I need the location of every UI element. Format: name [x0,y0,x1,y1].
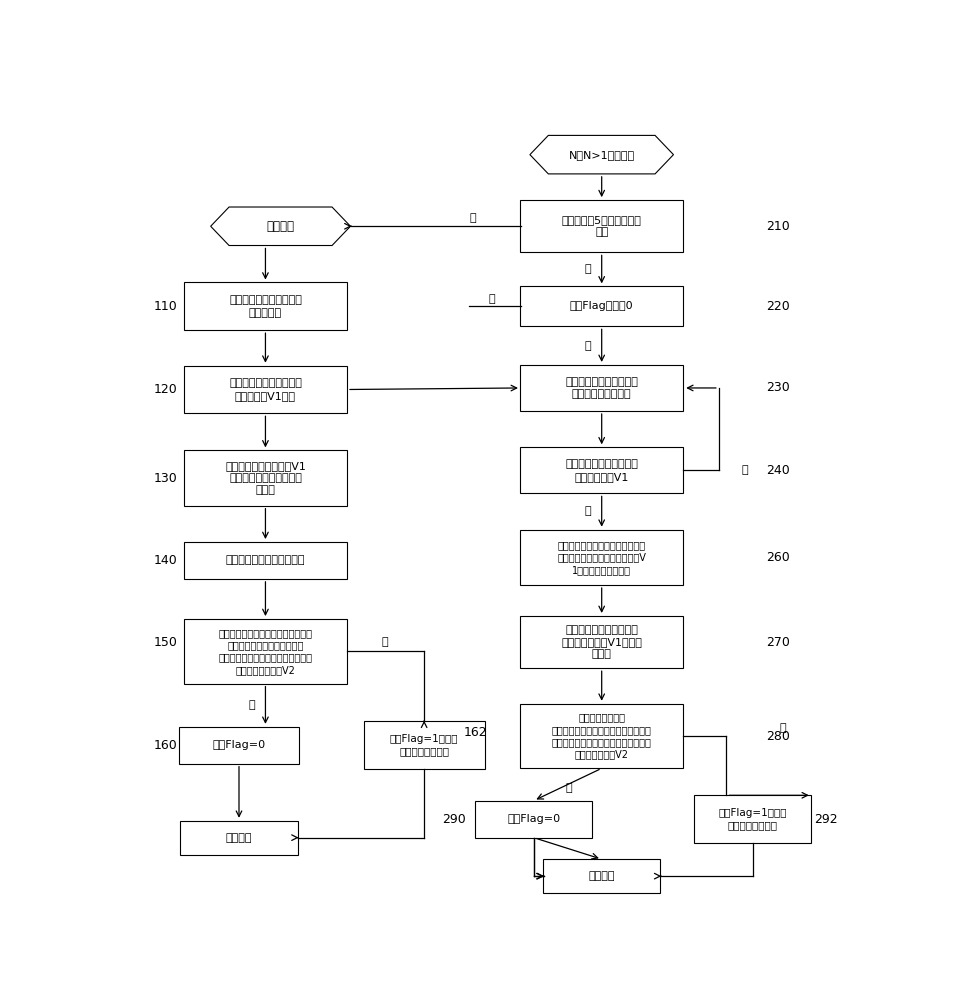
Bar [521,616,682,668]
Text: 是: 是 [470,213,477,223]
Text: N（N>1）次充电: N（N>1）次充电 [568,150,635,160]
Text: 270: 270 [765,636,790,649]
Bar [184,366,347,413]
Text: 230: 230 [766,381,790,394]
Text: 是: 是 [249,700,255,710]
Text: 220: 220 [766,300,790,313]
Text: 检测是否有单体电池的电
压达到设定值V1: 检测是否有单体电池的电 压达到设定值V1 [566,459,638,482]
Polygon shape [211,207,350,246]
Text: 否: 否 [585,264,592,274]
Bar [694,795,811,843]
Bar [364,721,485,769]
Text: 停止根据记录的单体电池号对单体
电池进行的均衡，对达到设定值V
1的单体电池进行均衡: 停止根据记录的单体电池号对单体 电池进行的均衡，对达到设定值V 1的单体电池进行… [558,540,646,575]
Text: 否: 否 [741,465,748,475]
Text: 否: 否 [488,294,495,304]
Text: 充电结束: 充电结束 [589,871,615,881]
Text: 210: 210 [766,220,790,233]
Text: 设置Flag=1，删除
记录的单体电池号: 设置Flag=1，删除 记录的单体电池号 [390,734,458,756]
Text: 设置Flag=0: 设置Flag=0 [213,740,265,750]
Bar [521,704,682,768]
Text: 290: 290 [443,813,466,826]
Text: 删除记录的单体电池号，
记录达到设定值V1的单体
电池号: 删除记录的单体电池号， 记录达到设定值V1的单体 电池号 [562,625,643,659]
Text: 记录进行均衡的单体电池号: 记录进行均衡的单体电池号 [225,555,305,565]
Text: 280: 280 [765,730,790,742]
Text: 对在大于或等于设定值V1
范围内的单体电池进行电
压均衡: 对在大于或等于设定值V1 范围内的单体电池进行电 压均衡 [225,461,306,495]
Text: 130: 130 [154,472,177,485]
Text: 首次充电截止时，检测所述电池组中
若干个单体电池的电压，判断
所检测的所述若干个单体电池的电压
是否均大于设定值V2: 首次充电截止时，检测所述电池组中 若干个单体电池的电压，判断 所检测的所述若干个… [218,628,312,675]
Bar [521,365,682,411]
Bar [543,859,660,893]
Text: 是: 是 [566,783,572,793]
Bar [521,286,682,326]
Text: 292: 292 [814,813,838,826]
Text: 充电截止时，检测
电池组中若干个单体电池的电压，判断
所检测的所述若干个单体电池的电压是
否均大于设定值V2: 充电截止时，检测 电池组中若干个单体电池的电压，判断 所检测的所述若干个单体电池… [552,712,651,760]
Bar [178,727,299,764]
Text: 160: 160 [154,739,177,752]
Bar [521,447,682,493]
Text: 140: 140 [154,554,177,567]
Text: 是: 是 [585,341,592,351]
Text: 260: 260 [766,551,790,564]
Text: 检测电池组中若干个单体
电池的电压: 检测电池组中若干个单体 电池的电压 [229,295,302,318]
Bar [180,821,297,855]
Polygon shape [530,135,674,174]
Bar [521,530,682,585]
Bar [184,450,347,506]
Text: 设置Flag=0: 设置Flag=0 [507,814,561,824]
Text: 240: 240 [766,464,790,477]
Text: 否: 否 [381,637,388,647]
Bar [184,282,347,330]
Text: 162: 162 [464,726,488,739]
Text: 设置Flag=1，删除
记录的单体电池号: 设置Flag=1，删除 记录的单体电池号 [719,808,787,830]
Text: 150: 150 [154,636,177,649]
Text: 120: 120 [154,383,177,396]
Bar [475,801,592,838]
Text: 检测Flag是否为0: 检测Flag是否为0 [569,301,634,311]
Text: 是: 是 [585,506,592,516]
Text: 首次充电: 首次充电 [266,220,294,233]
Bar [184,619,347,684]
Text: 否: 否 [779,723,786,733]
Bar [184,542,347,579]
Text: 根据记录的单体电池号对
该单体电池进行均衡: 根据记录的单体电池号对 该单体电池进行均衡 [566,377,638,399]
Text: 110: 110 [154,300,177,313]
Text: 将所检测的单体电池的电
压与设定值V1比较: 将所检测的单体电池的电 压与设定值V1比较 [229,378,302,401]
Text: 判断是否前5次充电均提前
结束: 判断是否前5次充电均提前 结束 [562,215,642,237]
Bar [521,200,682,252]
Text: 充电结束: 充电结束 [226,833,253,843]
